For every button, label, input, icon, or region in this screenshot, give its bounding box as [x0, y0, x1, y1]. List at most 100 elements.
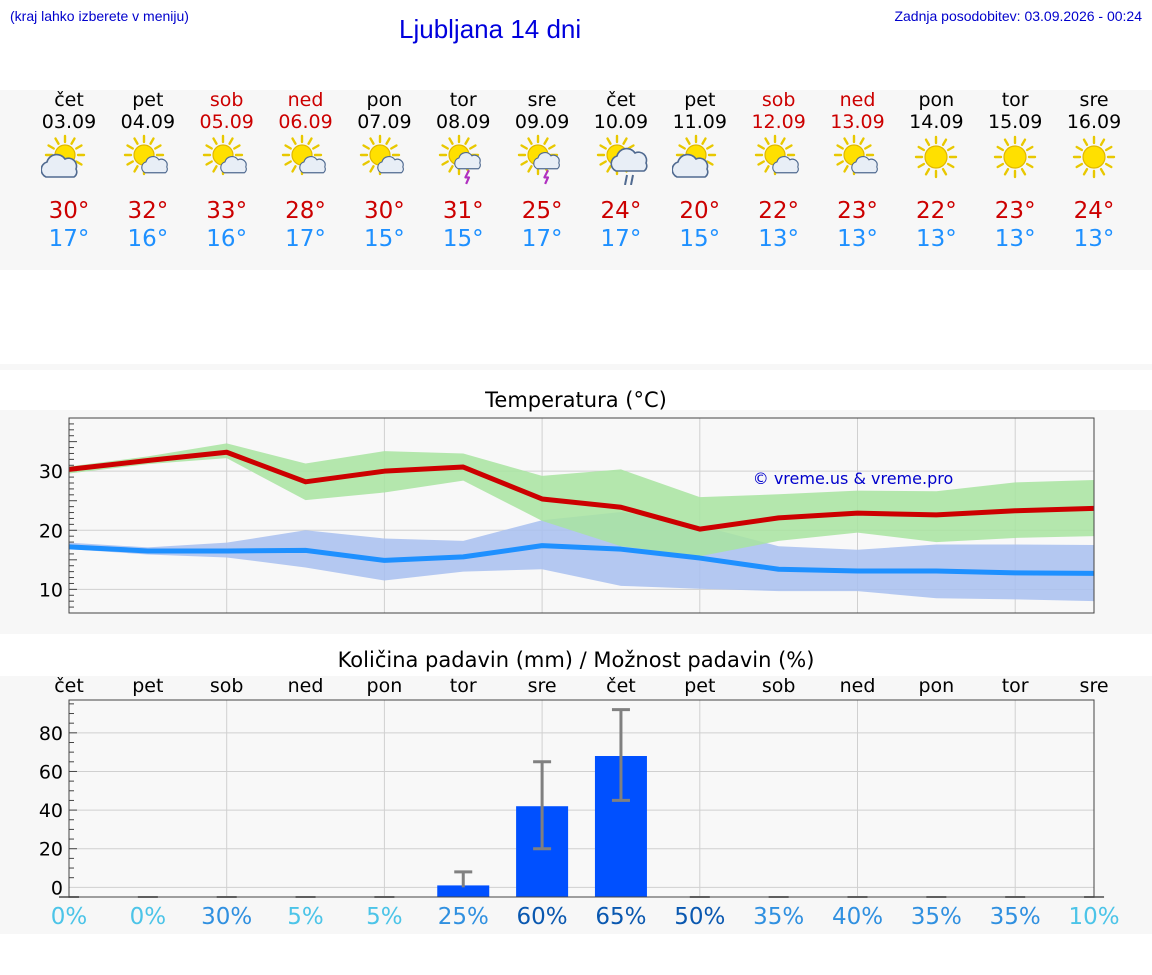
precip-probability: 35% [989, 904, 1041, 930]
min-temperature: 17° [48, 226, 90, 252]
day-date: 14.09 [909, 111, 964, 133]
min-temperature: 13° [994, 226, 1036, 252]
precip-day-label: čet [54, 675, 84, 697]
min-temperature: 15° [679, 226, 721, 252]
day-name: ned [287, 89, 324, 111]
day-name: čet [606, 89, 636, 111]
precip-probability: 0% [129, 904, 167, 930]
max-temperature: 23° [994, 198, 1036, 224]
sun-icon [1072, 135, 1116, 179]
precip-probability: 35% [753, 904, 805, 930]
day-name: sre [527, 89, 557, 111]
cloud-icon [671, 153, 709, 178]
precip-probability: 5% [366, 904, 403, 930]
min-temperature: 17° [285, 226, 326, 252]
day-date: 06.09 [278, 111, 333, 133]
sun-icon [915, 135, 958, 179]
max-temperature: 22° [915, 198, 957, 224]
location-hint: (kraj lahko izberete v meniju) [10, 8, 189, 24]
day-date: 11.09 [672, 111, 727, 133]
max-temperature: 24° [600, 198, 642, 224]
day-date: 05.09 [199, 111, 254, 133]
precip-band [0, 676, 1152, 934]
sun-small-cloud-icon [281, 134, 326, 176]
day-name: pon [918, 89, 955, 111]
day-name: sre [1079, 89, 1109, 111]
precip-probability: 60% [516, 904, 568, 930]
divider-band [0, 364, 1152, 370]
precip-day-label: sre [527, 675, 557, 697]
precip-chart-title: Količina padavin (mm) / Možnost padavin … [337, 648, 815, 672]
sun-thunder-icon [439, 134, 482, 185]
day-name: pon [366, 89, 403, 111]
cloud-icon [219, 156, 247, 174]
day-date: 15.09 [987, 111, 1043, 133]
min-temperature: 17° [521, 226, 563, 252]
temperature-chart-title: Temperatura (°C) [485, 388, 667, 412]
min-temperature: 16° [206, 226, 248, 252]
page-title: Ljubljana 14 dni [399, 14, 582, 44]
day-date: 04.09 [120, 111, 176, 133]
max-temperature: 28° [285, 198, 326, 224]
temperature-band [0, 410, 1152, 634]
sun-icon [1072, 135, 1116, 179]
cloud-icon [377, 156, 405, 174]
min-temperature: 13° [915, 226, 957, 252]
max-temperature: 23° [837, 198, 878, 224]
day-name: sob [761, 89, 796, 111]
day-date: 13.09 [830, 111, 885, 133]
day-name: ned [839, 89, 876, 111]
precip-probability: 30% [201, 904, 253, 930]
day-name: pet [132, 89, 164, 111]
precip-day-label: sob [761, 675, 796, 697]
cloud-icon [610, 147, 648, 185]
day-date: 12.09 [751, 111, 806, 133]
max-temperature: 24° [1073, 198, 1115, 224]
precip-day-label: tor [449, 675, 477, 697]
min-temperature: 16° [127, 226, 169, 252]
max-temperature: 20° [679, 198, 721, 224]
cloud-icon [771, 156, 799, 174]
sun-small-cloud-icon [123, 134, 168, 176]
rain-icon [623, 174, 634, 185]
lightning-icon [543, 169, 550, 185]
day-name: sob [209, 89, 244, 111]
cloud-icon [41, 153, 78, 178]
max-temperature: 33° [206, 198, 248, 224]
sun-small-cloud-icon [754, 134, 799, 176]
day-date: 03.09 [41, 111, 97, 133]
precip-day-label: pon [366, 675, 403, 697]
precip-probability: 50% [674, 904, 726, 930]
day-date: 07.09 [357, 111, 412, 133]
min-temperature: 15° [442, 226, 484, 252]
precip-day-label: ned [287, 675, 324, 697]
precip-probability: 35% [910, 904, 962, 930]
max-temperature: 31° [442, 198, 484, 224]
precip-day-label: čet [606, 675, 636, 697]
sun-icon [915, 135, 958, 179]
max-temperature: 30° [364, 198, 405, 224]
day-date: 10.09 [593, 111, 649, 133]
precip-probability: 10% [1068, 904, 1120, 930]
precip-day-label: sre [1079, 675, 1109, 697]
sun-small-cloud-icon [202, 134, 247, 176]
cloud-icon [298, 156, 326, 174]
max-temperature: 22° [758, 198, 800, 224]
precip-probability: 40% [831, 904, 884, 930]
sun-icon [993, 135, 1037, 179]
precip-probability: 25% [437, 904, 489, 930]
forecast-band [0, 90, 1152, 270]
day-date: 09.09 [514, 111, 570, 133]
precip-probability: 65% [595, 904, 647, 930]
precip-day-label: pon [918, 675, 955, 697]
max-temperature: 30° [48, 198, 90, 224]
min-temperature: 17° [600, 226, 642, 252]
cloud-icon [454, 152, 482, 185]
sun-thunder-icon [517, 134, 560, 185]
day-name: tor [449, 89, 477, 111]
day-name: tor [1001, 89, 1029, 111]
sun-icon [993, 135, 1037, 179]
day-date: 08.09 [436, 111, 491, 133]
precip-day-label: ned [839, 675, 876, 697]
sun-cloud-icon [671, 134, 716, 178]
